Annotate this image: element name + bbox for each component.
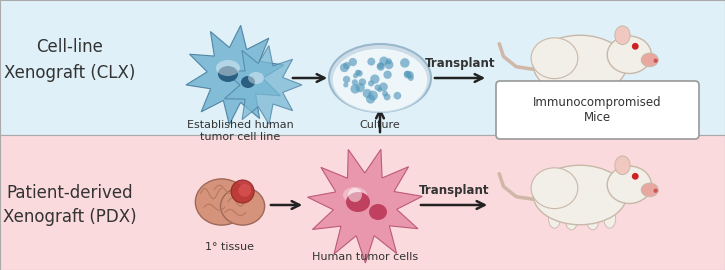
Circle shape: [400, 58, 410, 68]
Ellipse shape: [346, 192, 370, 212]
Text: Culture: Culture: [360, 120, 400, 130]
Text: Patient-derived
Xenograft (PDX): Patient-derived Xenograft (PDX): [3, 184, 137, 227]
Ellipse shape: [343, 187, 367, 203]
Text: Established human
tumor cell line: Established human tumor cell line: [186, 120, 294, 141]
Circle shape: [340, 63, 349, 72]
Circle shape: [408, 75, 414, 81]
Ellipse shape: [549, 79, 560, 98]
Circle shape: [376, 63, 385, 71]
Ellipse shape: [615, 26, 630, 45]
Ellipse shape: [369, 204, 387, 220]
Ellipse shape: [248, 72, 264, 84]
Circle shape: [379, 82, 388, 91]
Ellipse shape: [220, 187, 265, 225]
Ellipse shape: [216, 60, 240, 76]
Circle shape: [343, 62, 350, 69]
Text: Transplant: Transplant: [425, 57, 495, 70]
Bar: [0, 0, 725, 135]
Text: Human tumor cells: Human tumor cells: [312, 252, 418, 262]
Circle shape: [382, 91, 388, 97]
Circle shape: [362, 89, 372, 98]
Circle shape: [355, 83, 365, 92]
Ellipse shape: [604, 79, 616, 98]
Circle shape: [368, 90, 378, 100]
Text: Transplant: Transplant: [419, 184, 489, 197]
Circle shape: [359, 78, 366, 86]
Ellipse shape: [195, 179, 248, 225]
Circle shape: [377, 62, 384, 69]
Circle shape: [406, 71, 414, 79]
Circle shape: [355, 70, 361, 76]
Ellipse shape: [604, 210, 616, 228]
Ellipse shape: [531, 38, 578, 79]
Circle shape: [368, 80, 374, 86]
Circle shape: [348, 188, 362, 202]
Ellipse shape: [615, 156, 630, 175]
Ellipse shape: [534, 35, 626, 95]
Ellipse shape: [218, 66, 238, 82]
Circle shape: [368, 58, 376, 66]
Ellipse shape: [587, 81, 599, 100]
Polygon shape: [307, 149, 423, 263]
Circle shape: [350, 84, 360, 94]
Circle shape: [379, 56, 389, 65]
Circle shape: [384, 93, 391, 100]
Text: Cell-line
Xenograft (CLX): Cell-line Xenograft (CLX): [4, 39, 136, 82]
Circle shape: [404, 71, 412, 79]
Ellipse shape: [332, 48, 428, 112]
Text: Immunocompromised
Mice: Immunocompromised Mice: [533, 96, 661, 124]
Text: 1° tissue: 1° tissue: [205, 242, 254, 252]
Circle shape: [349, 58, 357, 66]
Bar: [0, 135, 725, 270]
Ellipse shape: [566, 211, 577, 230]
Ellipse shape: [534, 165, 626, 225]
Ellipse shape: [329, 44, 431, 112]
Circle shape: [404, 71, 410, 77]
Ellipse shape: [608, 166, 651, 204]
Circle shape: [632, 43, 639, 50]
Ellipse shape: [608, 36, 651, 73]
Ellipse shape: [241, 76, 255, 88]
Polygon shape: [186, 25, 284, 125]
Circle shape: [653, 59, 658, 63]
Ellipse shape: [641, 183, 658, 197]
Ellipse shape: [566, 81, 577, 100]
Ellipse shape: [531, 168, 578, 209]
Circle shape: [343, 76, 350, 83]
FancyBboxPatch shape: [496, 81, 699, 139]
Circle shape: [352, 79, 358, 85]
Polygon shape: [224, 46, 302, 124]
Circle shape: [239, 184, 251, 197]
Circle shape: [384, 70, 392, 79]
Circle shape: [377, 87, 382, 92]
Circle shape: [231, 180, 254, 203]
Circle shape: [356, 70, 362, 77]
Ellipse shape: [549, 210, 560, 228]
Ellipse shape: [641, 53, 658, 67]
Circle shape: [343, 82, 349, 87]
Circle shape: [375, 84, 381, 91]
Circle shape: [384, 60, 394, 69]
Circle shape: [632, 173, 639, 180]
Ellipse shape: [587, 211, 599, 230]
Circle shape: [653, 189, 658, 193]
Circle shape: [386, 58, 392, 64]
Circle shape: [394, 92, 401, 100]
Circle shape: [366, 94, 375, 104]
Circle shape: [353, 73, 358, 78]
Circle shape: [370, 75, 379, 84]
